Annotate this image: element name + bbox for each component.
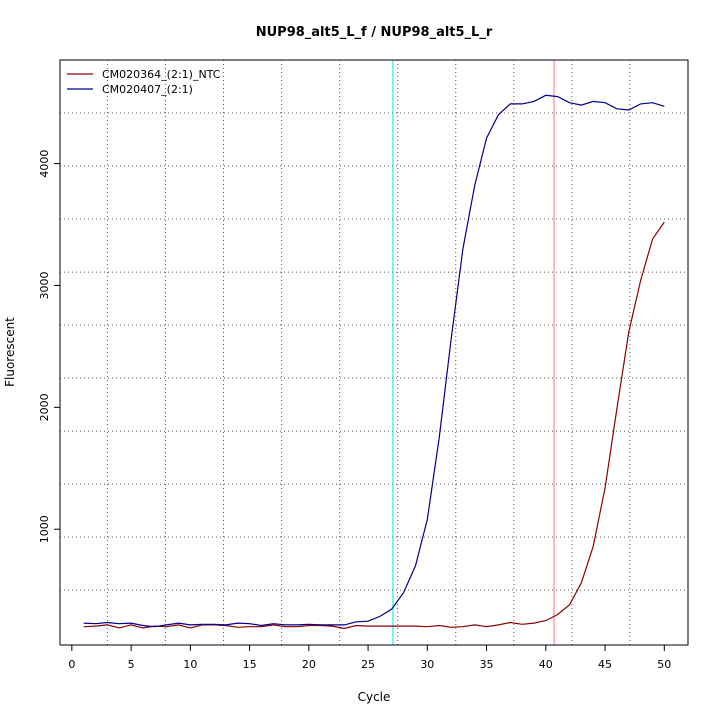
x-tick-label: 35 (480, 658, 494, 671)
x-tick-label: 45 (598, 658, 612, 671)
grid (60, 59, 689, 645)
y-axis-label: Fluorescent (3, 317, 17, 387)
series-line-2 (83, 94, 665, 628)
x-tick-label: 20 (302, 658, 316, 671)
y-tick-label: 1000 (38, 515, 51, 543)
x-tick-label: 25 (361, 658, 375, 671)
series-line-1 (83, 221, 665, 630)
y-tick-label: 2000 (38, 393, 51, 421)
x-tick-label: 30 (420, 658, 434, 671)
chart-title: NUP98_alt5_L_f / NUP98_alt5_L_r (256, 25, 493, 40)
x-axis-label: Cycle (358, 690, 391, 704)
x-tick-label: 5 (128, 658, 135, 671)
y-tick-label: 4000 (38, 150, 51, 178)
legend: CM020364_(2:1)_NTC CM020407_(2:1) (67, 68, 221, 96)
legend-label-2: CM020407_(2:1) (102, 83, 193, 96)
x-tick-label: 50 (657, 658, 671, 671)
y-axis: 1000 2000 3000 4000 (38, 150, 61, 543)
series-group (83, 94, 665, 630)
x-tick-label: 10 (183, 658, 197, 671)
x-tick-label: 15 (243, 658, 257, 671)
threshold-lines (392, 60, 555, 645)
x-axis: 0 5 10 15 20 25 30 35 40 45 50 (68, 644, 671, 671)
x-tick-label: 0 (68, 658, 75, 671)
x-tick-label: 40 (539, 658, 553, 671)
y-tick-label: 3000 (38, 271, 51, 299)
legend-label-1: CM020364_(2:1)_NTC (102, 68, 221, 81)
